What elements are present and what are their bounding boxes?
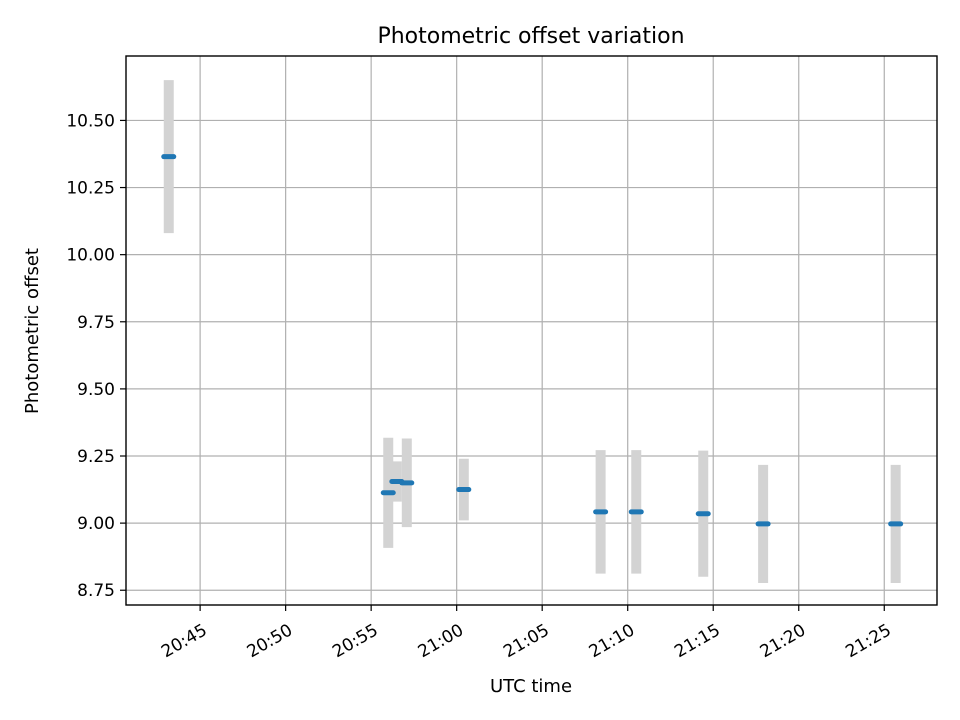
data-markers	[161, 154, 904, 527]
y-tick-label: 9.50	[77, 380, 115, 400]
y-tick-label: 9.75	[77, 313, 115, 333]
y-tick-label: 10.00	[66, 246, 115, 266]
y-tick-label: 9.25	[77, 447, 115, 467]
x-axis-label: UTC time	[490, 676, 572, 697]
grid	[126, 56, 937, 605]
y-axis-label: Photometric offset	[22, 248, 43, 414]
y-tick-label: 10.50	[66, 111, 115, 131]
y-axis-ticks: 8.75 9.00 9.25 9.50 9.75 10.00 10.25 10.50	[66, 111, 126, 601]
chart-title: Photometric offset variation	[377, 24, 684, 49]
y-tick-label: 9.00	[77, 514, 115, 534]
y-tick-label: 10.25	[66, 179, 115, 199]
y-tick-label: 8.75	[77, 581, 115, 601]
plot-frame	[125, 55, 938, 606]
